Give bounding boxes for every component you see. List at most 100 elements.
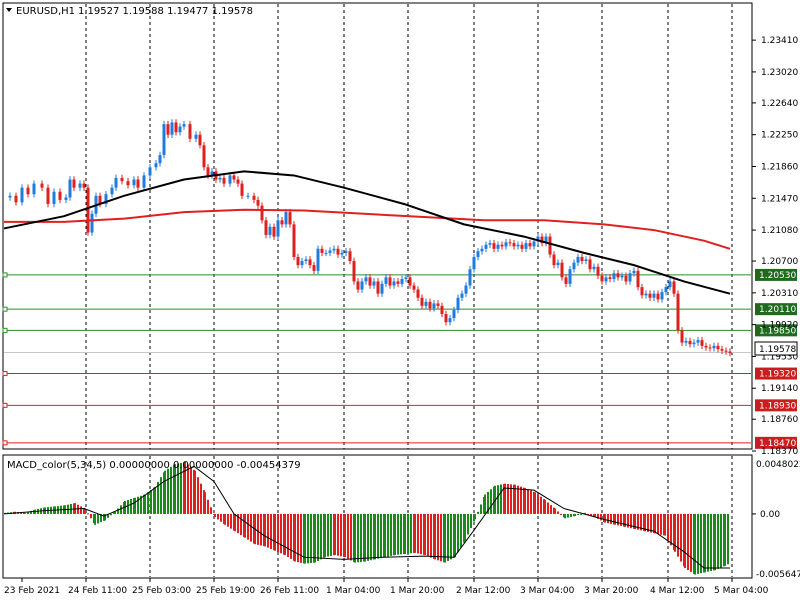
candle-body xyxy=(508,242,512,244)
macd-signal-line xyxy=(3,465,730,569)
horizontal-levels: 1.20530 1.20110 1.19850 1.19320 1.18930 1.184… xyxy=(2,268,797,449)
candle-body xyxy=(424,301,428,306)
macd-bar xyxy=(567,513,569,518)
macd-bar xyxy=(204,492,206,514)
macd-bar xyxy=(177,463,179,514)
candle-body xyxy=(340,252,344,255)
candle-body xyxy=(14,195,18,203)
macd-bar xyxy=(524,487,526,514)
price-panel[interactable] xyxy=(2,2,753,450)
macd-bar xyxy=(634,513,636,530)
macd-bar xyxy=(630,513,632,529)
macd-bar xyxy=(214,513,216,518)
candle-body xyxy=(236,179,240,184)
candle-body xyxy=(170,122,174,135)
macd-bar xyxy=(440,513,442,562)
candle-body xyxy=(532,241,536,247)
macd-bar xyxy=(190,467,192,514)
macd-bar xyxy=(84,508,86,514)
candle-body xyxy=(352,261,356,282)
candle-body xyxy=(356,281,360,290)
macd-bar xyxy=(310,513,312,564)
candle-body xyxy=(316,248,320,271)
macd-bar xyxy=(564,513,566,519)
macd-bar xyxy=(94,513,96,525)
candle-body xyxy=(456,297,460,310)
macd-bar xyxy=(557,511,559,514)
dropdown-triangle-icon[interactable] xyxy=(6,8,12,12)
candle-body xyxy=(672,281,676,294)
macd-bar xyxy=(390,513,392,556)
macd-bar xyxy=(434,513,436,560)
candle-body xyxy=(58,191,62,200)
candle-body xyxy=(292,224,296,257)
candle-body xyxy=(540,236,544,244)
macd-bar xyxy=(20,512,22,514)
candle-body xyxy=(312,265,316,271)
candle-body xyxy=(660,292,664,300)
level-label: 1.18470 xyxy=(759,439,796,449)
candle-body xyxy=(162,124,166,156)
candle-body xyxy=(584,259,588,262)
macd-bar xyxy=(167,468,169,514)
macd-bar xyxy=(150,489,152,514)
current-price-label: 1.19578 xyxy=(759,345,796,355)
macd-bar xyxy=(240,513,242,536)
macd-bar xyxy=(180,462,182,514)
candle-body xyxy=(136,179,140,188)
macd-bar xyxy=(187,464,189,514)
macd-bar xyxy=(600,513,602,521)
price-tick-label: 1.20310 xyxy=(761,289,798,299)
macd-bar xyxy=(380,513,382,559)
macd-bar xyxy=(234,513,236,532)
candle-body xyxy=(182,124,186,127)
macd-bar xyxy=(87,513,89,515)
macd-bar xyxy=(654,513,656,534)
macd-bar xyxy=(607,513,609,524)
candle-body xyxy=(444,314,448,323)
macd-bar xyxy=(614,513,616,525)
macd-bar xyxy=(324,513,326,558)
candle-body xyxy=(8,195,12,198)
macd-bar xyxy=(154,486,156,514)
candle-body xyxy=(452,309,456,319)
candle-body xyxy=(300,261,304,266)
candle-body xyxy=(388,277,392,286)
macd-bar xyxy=(570,513,572,517)
macd-tick-bottom: -0.005647 xyxy=(756,570,800,580)
candle-body xyxy=(528,243,532,247)
macd-bar xyxy=(110,513,112,516)
macd-bar xyxy=(174,464,176,514)
time-tick-label: 5 Mar 04:00 xyxy=(714,586,769,596)
macd-bar xyxy=(464,513,466,541)
macd-bar xyxy=(610,513,612,524)
candle-body xyxy=(132,179,136,186)
macd-bar xyxy=(217,513,219,520)
candle-body xyxy=(166,124,170,135)
candle-body xyxy=(260,205,264,221)
macd-bar xyxy=(454,513,456,558)
macd-bar xyxy=(257,513,259,545)
candle-body xyxy=(600,275,604,282)
macd-bar xyxy=(687,513,689,570)
macd-bar xyxy=(244,513,246,538)
macd-bar xyxy=(230,513,232,529)
macd-bar xyxy=(134,497,136,514)
level-badge xyxy=(755,436,797,449)
macd-bar xyxy=(367,513,369,561)
macd-bar xyxy=(220,513,222,522)
candle-body xyxy=(148,167,152,176)
candle-body xyxy=(708,347,712,349)
macd-bar xyxy=(27,511,29,514)
candle-body xyxy=(72,179,76,188)
candle-body xyxy=(652,293,656,298)
candle-body xyxy=(272,226,276,237)
time-tick-label: 2 Mar 12:00 xyxy=(456,586,511,596)
macd-bar xyxy=(477,511,479,514)
macd-bar xyxy=(714,513,716,571)
price-axis: 1.23410 1.23020 1.22640 1.22250 1.21860 1.214… xyxy=(752,36,798,457)
candle-body xyxy=(636,270,640,288)
macd-bar xyxy=(260,513,262,546)
